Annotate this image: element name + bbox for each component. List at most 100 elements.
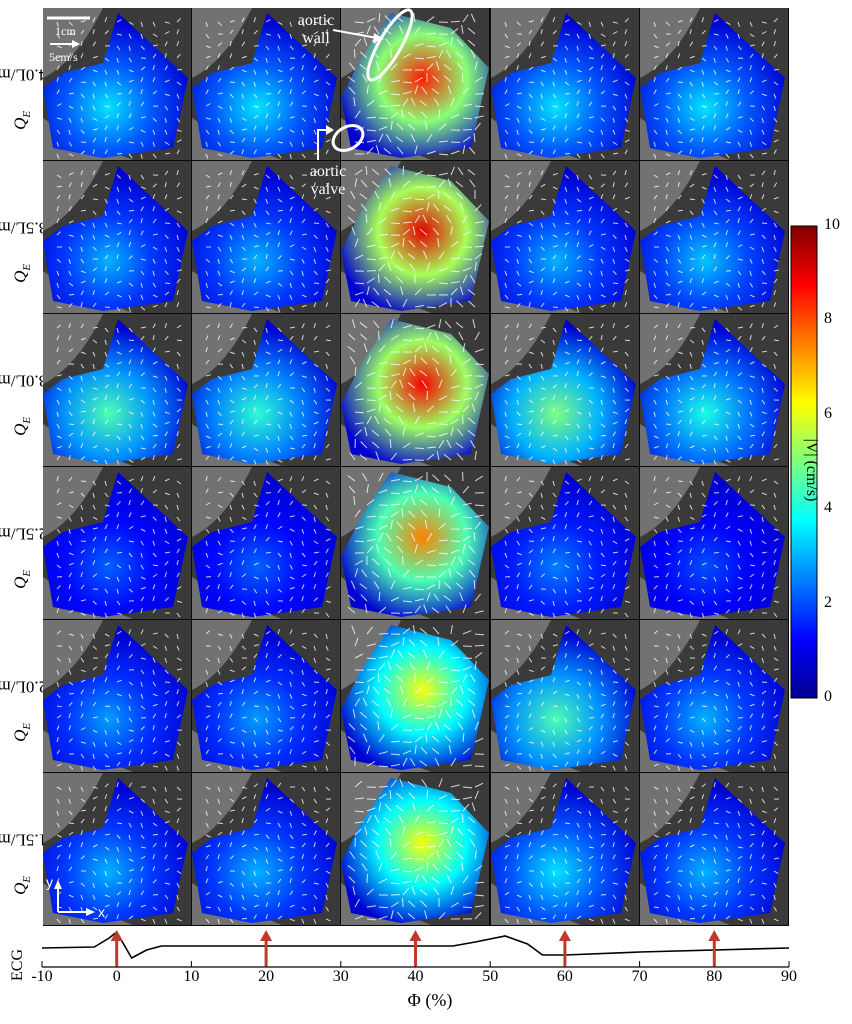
velocity-arrow [588, 129, 594, 133]
velocity-arrow [242, 326, 248, 329]
velocity-arrow [411, 532, 416, 542]
velocity-arrow [355, 681, 365, 684]
velocity-arrow [80, 234, 84, 240]
velocity-arrow [564, 447, 567, 453]
velocity-arrow [540, 246, 545, 251]
velocity-arrow [725, 209, 731, 212]
velocity-arrow [92, 870, 97, 876]
velocity-arrow [564, 351, 570, 355]
velocity-arrow [665, 182, 669, 188]
velocity-arrow [176, 129, 182, 132]
velocity-arrow [140, 515, 146, 518]
velocity-arrow [217, 786, 221, 792]
velocity-arrow [737, 500, 742, 506]
flow-region [341, 472, 490, 617]
velocity-arrow [56, 185, 63, 188]
velocity-arrow [540, 397, 546, 401]
velocity-arrow [80, 809, 87, 812]
velocity-arrow [104, 419, 109, 425]
velocity-arrow [205, 423, 210, 429]
velocity-arrow [313, 657, 317, 663]
velocity-arrow [516, 918, 519, 924]
velocity-arrow [423, 604, 428, 614]
velocity-arrow [116, 612, 122, 615]
velocity-arrow [725, 540, 731, 543]
velocity-arrow [504, 141, 507, 147]
flow-region [192, 319, 338, 464]
velocity-arrow [576, 681, 581, 686]
velocity-arrow [576, 890, 579, 896]
velocity-arrow [713, 254, 716, 260]
velocity-arrow [265, 383, 269, 389]
velocity-arrow [355, 797, 365, 800]
velocity-arrow [451, 28, 459, 35]
velocity-arrow [229, 906, 233, 912]
velocity-arrow [325, 741, 331, 746]
velocity-arrow [325, 516, 330, 522]
velocity-arrow [737, 347, 740, 353]
velocity-arrow [504, 705, 510, 708]
velocity-arrow [552, 480, 555, 486]
velocity-arrow [689, 753, 692, 759]
velocity-arrow [56, 218, 60, 224]
velocity-arrow [104, 514, 110, 518]
velocity-arrow [92, 351, 96, 357]
velocity-arrow [128, 371, 131, 377]
velocity-arrow [516, 335, 519, 341]
velocity-arrow [474, 122, 482, 131]
velocity-arrow [564, 679, 570, 683]
velocity-arrow [439, 423, 449, 426]
velocity-arrow [761, 597, 766, 602]
velocity-arrow [289, 77, 293, 83]
velocity-arrow [355, 540, 365, 543]
velocity-arrow [229, 302, 233, 308]
velocity-arrow [104, 729, 108, 735]
velocity-arrow [313, 701, 317, 707]
velocity-arrow [128, 447, 132, 453]
velocity-arrow [241, 29, 245, 35]
velocity-arrow [540, 786, 546, 789]
velocity-arrow [140, 761, 145, 767]
velocity-arrow [241, 560, 245, 566]
velocity-arrow [737, 174, 741, 180]
velocity-arrow [409, 263, 416, 272]
velocity-arrow [749, 294, 755, 298]
velocity-arrow [164, 657, 168, 663]
velocity-arrow [206, 185, 212, 188]
velocity-arrow [773, 842, 778, 848]
velocity-arrow [289, 564, 294, 570]
velocity-arrow [152, 632, 158, 635]
velocity-arrow [205, 270, 209, 276]
velocity-arrow [379, 525, 388, 530]
velocity-arrow [689, 480, 693, 486]
velocity-arrow [277, 383, 282, 389]
velocity-arrow [528, 599, 534, 602]
velocity-arrow [92, 234, 96, 240]
velocity-arrow [475, 115, 485, 119]
velocity-arrow [80, 290, 84, 296]
velocity-arrow [104, 818, 109, 824]
velocity-arrow [104, 30, 109, 35]
velocity-arrow [302, 632, 308, 635]
velocity-arrow [528, 765, 531, 771]
velocity-arrow [116, 551, 123, 554]
velocity-arrow [408, 123, 416, 131]
velocity-arrow [504, 445, 510, 449]
velocity-arrow [516, 129, 519, 135]
velocity-arrow [301, 53, 306, 59]
velocity-arrow [701, 588, 705, 594]
velocity-arrow [504, 502, 510, 506]
velocity-arrow [253, 291, 259, 296]
velocity-arrow [241, 69, 247, 73]
velocity-arrow [152, 233, 158, 236]
velocity-arrow [504, 306, 510, 309]
velocity-arrow [301, 810, 305, 816]
velocity-arrow [713, 113, 716, 119]
velocity-arrow [528, 906, 531, 912]
velocity-arrow [552, 125, 556, 131]
velocity-arrow [265, 641, 269, 647]
velocity-arrow [439, 395, 448, 401]
velocity-arrow [749, 53, 754, 59]
velocity-arrow [773, 278, 778, 284]
velocity-arrow [68, 246, 73, 252]
